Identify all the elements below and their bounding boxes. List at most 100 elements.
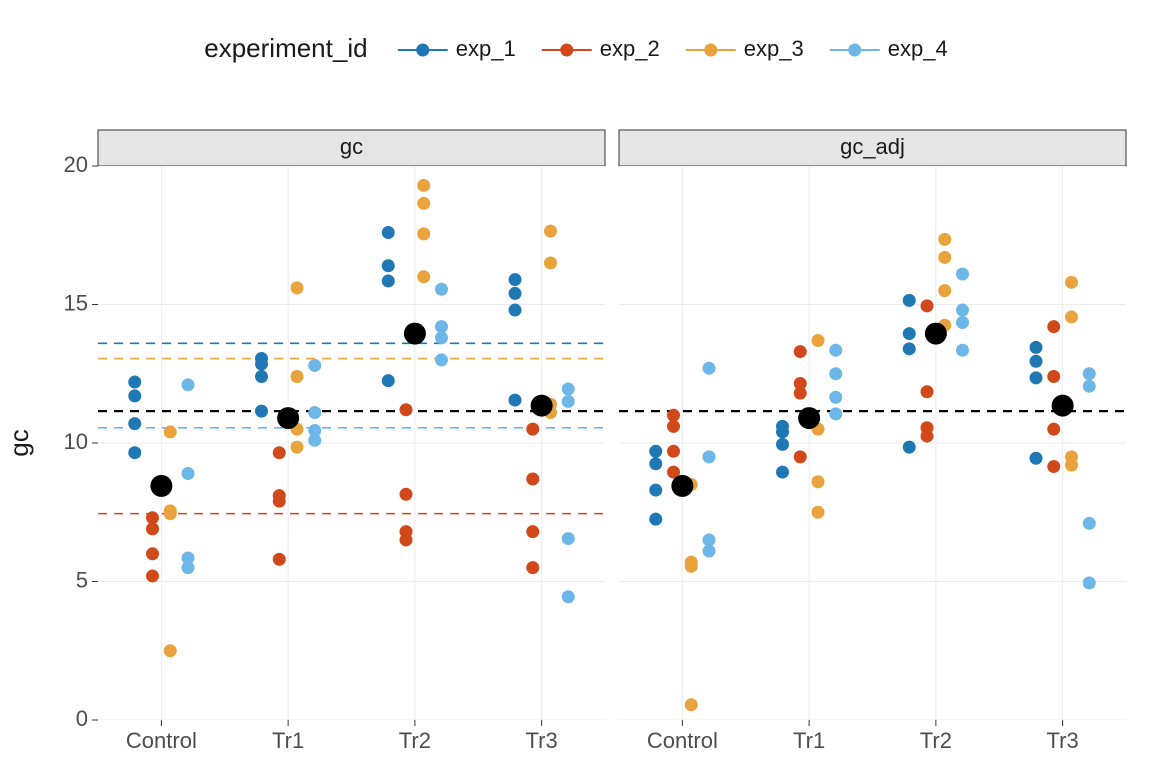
data-point (562, 382, 575, 395)
data-point (903, 342, 916, 355)
legend-item-label: exp_4 (888, 36, 948, 61)
data-point (903, 441, 916, 454)
data-point (417, 179, 430, 192)
y-tick-label: 15 (64, 290, 88, 315)
data-point (829, 391, 842, 404)
data-point (382, 226, 395, 239)
data-point (273, 495, 286, 508)
y-axis-title: gc (4, 429, 34, 456)
data-point (667, 445, 680, 458)
data-point (811, 475, 824, 488)
data-point (128, 376, 141, 389)
x-tick-label: Tr1 (272, 728, 304, 753)
data-point (1030, 452, 1043, 465)
data-point (938, 251, 951, 264)
data-point (509, 287, 522, 300)
data-point (921, 430, 934, 443)
data-point (649, 513, 662, 526)
facet-label: gc (340, 134, 363, 159)
data-point (400, 533, 413, 546)
data-point (255, 405, 268, 418)
data-point (829, 344, 842, 357)
data-point (544, 256, 557, 269)
data-point (435, 283, 448, 296)
data-point (794, 387, 807, 400)
data-point (544, 225, 557, 238)
data-point (509, 273, 522, 286)
data-point (435, 320, 448, 333)
data-point (794, 450, 807, 463)
data-point (128, 389, 141, 402)
data-point (509, 304, 522, 317)
y-tick-label: 5 (76, 567, 88, 592)
legend-title: experiment_id (204, 33, 367, 63)
data-point (1083, 576, 1096, 589)
data-point (903, 294, 916, 307)
data-point (1030, 371, 1043, 384)
data-point (526, 473, 539, 486)
data-point (685, 698, 698, 711)
data-point (1065, 310, 1078, 323)
data-point (128, 446, 141, 459)
data-point (146, 522, 159, 535)
data-point (938, 233, 951, 246)
data-point (938, 284, 951, 297)
data-point (811, 506, 824, 519)
data-point (164, 425, 177, 438)
data-point (290, 441, 303, 454)
data-point (290, 281, 303, 294)
data-point (181, 561, 194, 574)
data-point (1083, 380, 1096, 393)
data-point (255, 370, 268, 383)
y-tick-label: 20 (64, 152, 88, 177)
data-point (509, 394, 522, 407)
data-point (417, 227, 430, 240)
data-point (181, 378, 194, 391)
data-point (382, 374, 395, 387)
x-tick-label: Tr3 (1047, 728, 1079, 753)
legend-item-label: exp_1 (456, 36, 516, 61)
data-point (255, 358, 268, 371)
legend-glyph-dot (560, 44, 573, 57)
data-point (956, 316, 969, 329)
x-tick-label: Control (647, 728, 718, 753)
data-point (1047, 370, 1060, 383)
data-point (956, 344, 969, 357)
y-tick-label: 0 (76, 706, 88, 731)
data-point (526, 423, 539, 436)
data-point (1065, 459, 1078, 472)
data-point (702, 533, 715, 546)
legend-glyph-dot (704, 44, 717, 57)
data-point (811, 334, 824, 347)
legend-item-label: exp_3 (744, 36, 804, 61)
data-point (400, 488, 413, 501)
data-point (776, 438, 789, 451)
data-point (685, 560, 698, 573)
data-point (702, 362, 715, 375)
data-point (273, 553, 286, 566)
data-point (308, 406, 321, 419)
data-point (1065, 276, 1078, 289)
x-tick-label: Control (126, 728, 197, 753)
data-point (776, 466, 789, 479)
summary-point (531, 395, 553, 417)
data-point (146, 569, 159, 582)
data-point (1047, 320, 1060, 333)
data-point (649, 484, 662, 497)
data-point (128, 417, 141, 430)
data-point (1047, 460, 1060, 473)
x-tick-label: Tr1 (793, 728, 825, 753)
data-point (164, 644, 177, 657)
summary-point (925, 323, 947, 345)
data-point (526, 561, 539, 574)
data-point (667, 409, 680, 422)
data-point (181, 467, 194, 480)
data-point (649, 445, 662, 458)
legend-glyph-dot (416, 44, 429, 57)
data-point (903, 327, 916, 340)
data-point (308, 434, 321, 447)
data-point (776, 425, 789, 438)
data-point (526, 525, 539, 538)
data-point (417, 197, 430, 210)
data-point (702, 450, 715, 463)
